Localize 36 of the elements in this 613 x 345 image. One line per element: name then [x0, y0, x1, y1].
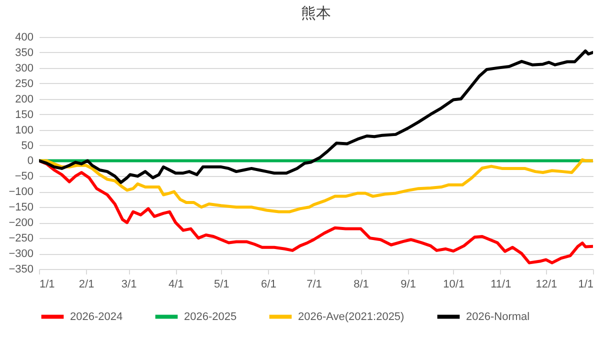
y-tick-label: 400	[15, 32, 34, 44]
x-tick-label: 11/1	[490, 278, 512, 290]
y-tick-label: 300	[15, 62, 34, 74]
legend-label: 2026-2024	[70, 310, 123, 323]
y-tick-label: −100	[8, 186, 34, 198]
x-tick-label: 2/1	[78, 278, 94, 290]
y-tick-label: −300	[8, 248, 34, 260]
legend-label: 2026-2025	[184, 310, 237, 323]
y-tick-label: 50	[21, 140, 34, 152]
y-tick-label: −150	[8, 202, 34, 214]
chart-title: 熊本	[301, 5, 331, 22]
x-tick-label: 8/1	[354, 278, 369, 290]
legend-label: 2026-Normal	[466, 310, 530, 323]
y-tick-label: 150	[15, 108, 34, 121]
line-series	[39, 49, 593, 184]
y-tick-label: −250	[8, 232, 34, 245]
legend-label: 2026-Ave(2021:2025)	[298, 310, 404, 323]
y-tick-label: 100	[15, 124, 34, 136]
line-series	[39, 158, 593, 214]
x-tick-label: 12/1	[536, 278, 558, 290]
x-tick-label: 9/1	[400, 278, 416, 290]
y-tick-label: 250	[15, 78, 34, 90]
y-tick-label: 200	[15, 93, 34, 106]
x-tick-label: 7/1	[306, 278, 322, 290]
y-tick-label: −50	[14, 170, 34, 183]
y-tick-label: −200	[8, 217, 34, 230]
y-tick-label: −350	[8, 264, 34, 276]
x-tick-label: 6/1	[261, 278, 276, 290]
x-tick-label: 1/1	[40, 278, 55, 290]
x-tick-label: 5/1	[214, 278, 230, 290]
x-tick-label: 4/1	[168, 278, 184, 290]
y-tick-label: 350	[15, 46, 34, 59]
x-tick-label: 10/1	[443, 278, 465, 290]
x-tick-label: 1/1	[578, 278, 594, 290]
x-tick-label: 3/1	[121, 278, 137, 290]
y-tick-label: 0	[27, 155, 34, 168]
